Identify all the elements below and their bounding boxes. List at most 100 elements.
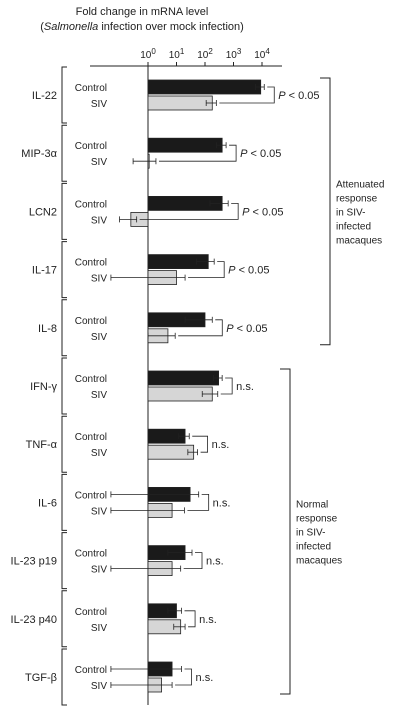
significance-bracket [188,261,225,278]
significance-tgf: n.s. [175,668,213,686]
significance-label: P < 0.05 [278,90,319,102]
control-label: Control [75,316,107,327]
siv-error-bar [205,100,217,106]
gene-ifn: IFN-γ Control SIV n.s. [30,357,254,415]
significance-label: n.s. [236,381,254,393]
gene-label: IL-22 [32,90,57,102]
x-tick-labels: 100 101 102 103 104 [140,47,270,66]
significance-bracket [220,377,233,395]
group-label: Attenuated response in SIV-infected macaque… [336,179,384,246]
control-error-bar [110,666,182,672]
gene-bracket [61,124,67,182]
significance-label: P < 0.05 [240,148,281,160]
control-error-bar [196,258,215,265]
x-tick-label: 101 [169,47,185,61]
siv-error-bar [110,565,182,572]
gene-label: IL-8 [38,323,57,335]
siv-label: SIV [91,332,107,343]
gene-bracket [61,299,67,357]
siv-error-bar [119,216,138,223]
gene-bracket [61,648,67,706]
control-error-bar [209,200,229,207]
control-label: Control [75,432,107,443]
significance-il-23-p40: n.s. [184,610,217,628]
x-tick-label: 103 [226,47,242,61]
siv-error-bar [147,332,176,339]
gene-il-6: IL-6 Control SIV n.s. [38,473,231,531]
control-error-bar [255,84,265,90]
gene-tgf: TGF-β Control SIV n.s. [25,648,213,706]
siv-label: SIV [91,506,107,517]
control-label: Control [75,258,107,269]
gene-groups: IL-22 Control SIV P < 0.05 MIP-3α Control SIV P… [11,66,320,706]
siv-error-bar [187,449,199,456]
chart-title: Fold change in mRNA level [76,6,209,18]
siv-label: SIV [91,565,107,576]
significance-tnf: n.s. [192,435,230,453]
gene-label: IFN-γ [30,381,57,393]
siv-label: SIV [91,390,107,401]
x-tick-label: 100 [140,47,156,61]
gene-label: IL-23 p19 [11,556,57,568]
group-bracket [320,77,331,346]
gene-label: TNF-α [26,439,58,451]
group-bracket [280,368,291,695]
siv-error-bar [110,274,186,281]
gene-label: IL-23 p40 [11,614,57,626]
control-bar [147,370,219,386]
significance-label: n.s. [212,439,230,451]
control-label: Control [75,607,107,618]
siv-label: SIV [91,99,107,110]
significance-bracket [184,610,196,628]
control-error-bar [213,375,223,381]
significance-bracket [183,552,203,569]
significance-label: n.s. [213,497,231,509]
gene-label: IL-6 [38,497,57,509]
significance-bracket [187,494,210,511]
x-axis: 100 101 102 103 104 [90,47,282,67]
siv-error-bar [132,158,157,165]
siv-label: SIV [91,681,107,692]
gene-lcn2: LCN2 Control SIV P < 0.05 [29,182,283,240]
control-error-bar [110,491,200,498]
siv-label: SIV [91,274,107,285]
x-tick-label: 104 [254,47,270,61]
control-label: Control [75,549,107,560]
siv-label: SIV [91,215,107,226]
control-label: Control [75,374,107,385]
significance-ifn: n.s. [220,377,254,395]
control-label: Control [75,83,107,94]
gene-tnf: TNF-α Control SIV n.s. [26,415,230,473]
significance-il-8: P < 0.05 [178,319,268,337]
gene-il-23-p40: IL-23 p40 Control SIV n.s. [11,590,217,648]
gene-bracket [61,532,67,590]
significance-bracket [158,144,237,162]
gene-label: IL-17 [32,265,57,277]
control-label: Control [75,665,107,676]
gene-bracket [61,357,67,415]
group-attenuated: Attenuated response in SIV-infected macaque… [320,77,384,346]
control-label: Control [75,199,107,210]
control-error-bar [178,433,190,440]
significance-label: P < 0.05 [226,323,267,335]
significance-bracket [178,319,223,337]
siv-error-bar [110,682,173,688]
significance-il-17: P < 0.05 [188,261,269,278]
significance-il-22: P < 0.05 [219,86,320,104]
gene-il-22: IL-22 Control SIV P < 0.05 [32,66,320,124]
gene-bracket [61,415,67,473]
gene-il-17: IL-17 Control SIV P < 0.05 [32,241,269,299]
significance-label: n.s. [199,614,217,626]
significance-label: P < 0.05 [228,265,269,277]
control-bar [147,137,223,153]
x-tick-label: 102 [197,47,213,61]
significance-bracket [175,668,192,686]
gene-label: MIP-3α [21,148,57,160]
siv-error-bar [173,623,186,630]
siv-error-bar [201,391,219,397]
control-error-bar [167,607,182,614]
gene-bracket [61,590,67,648]
gene-bracket [61,182,67,240]
siv-label: SIV [91,623,107,634]
